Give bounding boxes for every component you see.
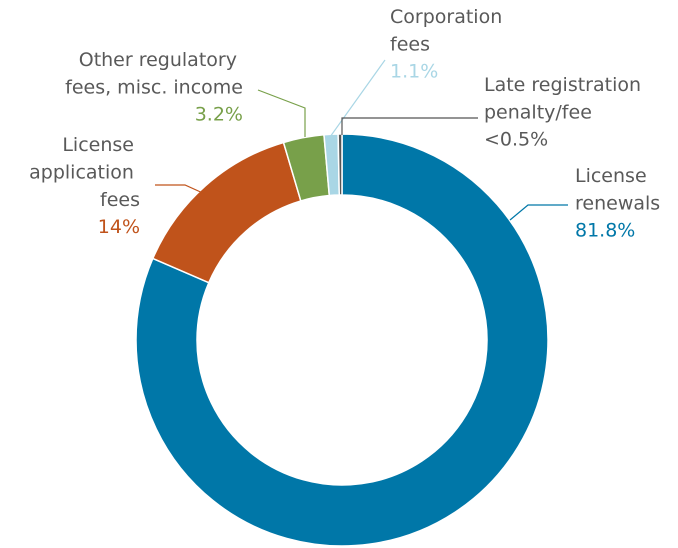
value-label: 81.8%	[575, 220, 635, 242]
leader-line	[329, 59, 386, 138]
label-line: application	[29, 161, 140, 183]
label-line: Corporation	[390, 6, 508, 28]
label-line: penalty/fee	[484, 101, 592, 123]
label-line: renewals	[575, 192, 660, 214]
label-line: License	[62, 134, 140, 156]
leader-line	[509, 204, 568, 221]
label-line: fees	[100, 189, 140, 211]
value-label: 3.2%	[195, 104, 243, 126]
label-line: fees, misc. income	[65, 76, 243, 98]
slice-label: Late registration penalty/fee	[484, 74, 647, 124]
donut-slice	[151, 141, 302, 284]
donut-slice	[135, 133, 549, 547]
donut-slice	[337, 133, 343, 196]
value-label: 1.1%	[390, 61, 438, 83]
slice-label: Corporation fees	[390, 6, 508, 56]
value-label: 14%	[98, 216, 140, 238]
label-line: Other regulatory	[79, 49, 243, 71]
value-label: <0.5%	[484, 129, 548, 151]
slice-label: Other regulatory fees, misc. income	[65, 49, 243, 99]
label-line: fees	[390, 33, 430, 55]
slice-label: License application fees	[29, 134, 140, 211]
label-line: License	[575, 165, 653, 187]
leader-line	[341, 117, 478, 135]
leader-line	[155, 184, 206, 195]
label-line: Late registration	[484, 74, 647, 96]
leader-line	[257, 89, 306, 137]
slice-label: License renewals	[575, 165, 660, 215]
